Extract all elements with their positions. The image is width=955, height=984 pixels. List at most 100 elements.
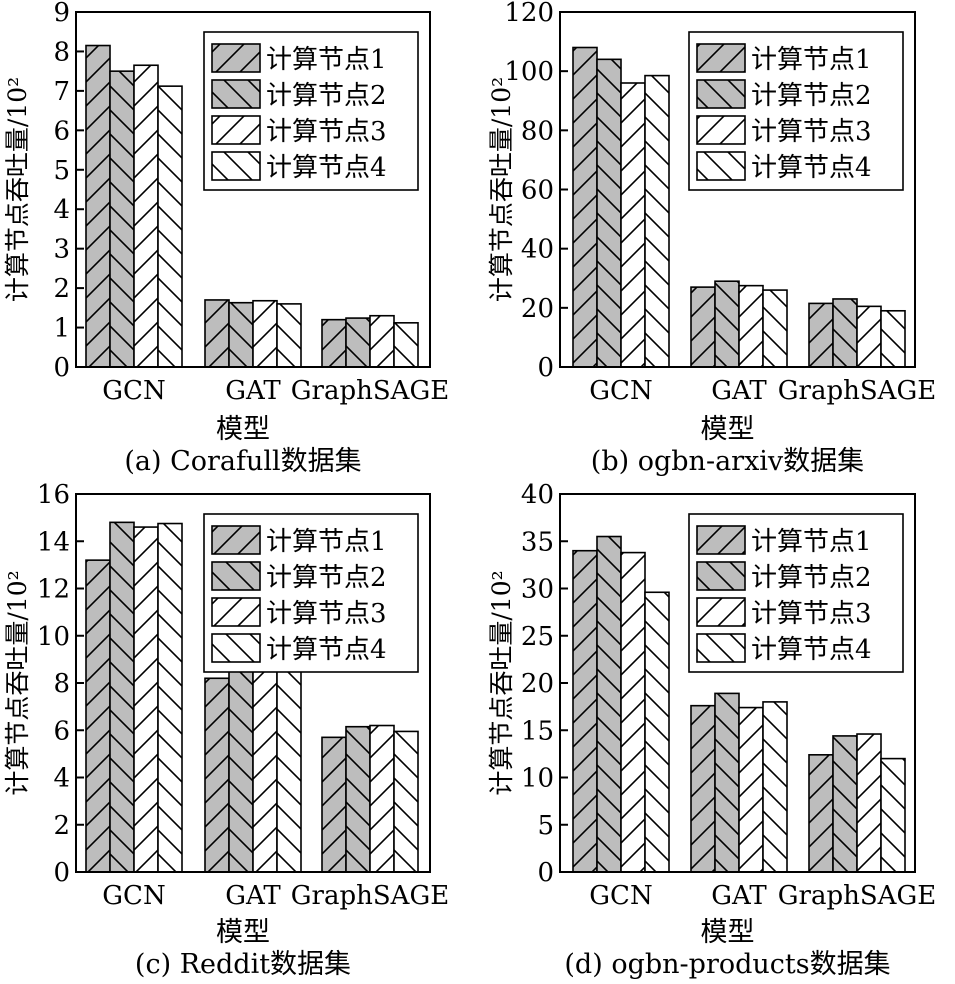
y-tick-label: 30 [521,575,554,605]
legend-swatch-node1 [696,43,746,73]
y-tick-label: 12 [37,575,70,605]
x-tick-label: GCN [589,376,652,406]
x-axis-label: 模型 [216,917,270,948]
bar-gcn-node4 [644,74,670,368]
bar-gat-node3 [738,706,764,873]
y-tick-label: 7 [53,77,70,107]
bar-graphsage-node4 [393,730,419,873]
legend-label-node4: 计算节点4 [751,635,872,665]
bar-graphsage-node1 [321,736,347,873]
bar-graphsage-node1 [321,318,347,368]
y-tick-label: 2 [53,811,70,841]
y-tick-label: 6 [53,716,70,746]
bar-gat-node1 [690,704,716,873]
bar-graphsage-node2 [345,317,371,368]
bar-gcn-node2 [109,521,135,873]
legend-label-node1: 计算节点1 [266,527,387,557]
y-tick-label: 8 [53,37,70,67]
bar-gat-node2 [228,301,254,368]
bar-gat-node2 [228,662,254,873]
legend-label-node2: 计算节点2 [751,81,872,111]
y-tick-label: 35 [521,527,554,557]
panel-caption: (d) ogbn-products数据集 [564,949,890,980]
chart-panel-4: 0 5 10 15 20 25 30 35 40 GCN GAT GraphSAGE 模型 计算节点吞吐量… [487,480,936,980]
y-tick-label: 20 [521,669,554,699]
panel-caption: (b) ogbn-arxiv数据集 [591,446,864,477]
y-tick-label: 40 [521,480,554,510]
x-tick-label: GCN [589,881,652,911]
legend: 计算节点1 计算节点2 计算节点3 计算节点4 [688,31,904,191]
y-tick-label: 100 [504,57,554,87]
legend-swatch-node2 [211,561,261,591]
x-tick-label: GraphSAGE [291,376,449,406]
bar-gat-node1 [204,299,230,368]
legend: 计算节点1 计算节点2 计算节点3 计算节点4 [203,513,419,673]
bar-gcn-node1 [572,46,598,368]
legend-label-node1: 计算节点1 [751,45,872,75]
legend-label-node3: 计算节点3 [751,599,872,629]
bar-graphsage-node4 [880,757,906,873]
bar-gat-node3 [252,665,278,873]
y-tick-label: 10 [521,764,554,794]
bar-gcn-node4 [157,85,183,368]
bar-gcn-node4 [644,591,670,873]
legend-swatch-node2 [211,79,261,109]
bar-gat-node2 [714,280,740,368]
bar-gat-node4 [762,701,788,873]
legend: 计算节点1 计算节点2 计算节点3 计算节点4 [688,513,904,673]
legend-label-node1: 计算节点1 [751,527,872,557]
bar-gcn-node1 [572,549,598,873]
bar-gcn-node2 [109,70,135,368]
x-tick-label: GraphSAGE [778,881,936,911]
panel-caption: (c) Reddit数据集 [135,949,351,980]
y-tick-label: 0 [537,858,554,888]
bar-graphsage-node1 [808,754,834,873]
y-axis-label: 计算节点吞吐量/10² [487,570,516,795]
y-tick-label: 14 [37,527,70,557]
x-tick-label: GAT [711,376,767,406]
y-axis-label: 计算节点吞吐量/10² [487,77,516,302]
bar-graphsage-node3 [856,733,882,873]
bar-gcn-node1 [85,44,111,368]
bar-graphsage-node2 [345,725,371,873]
x-tick-label: GCN [102,881,165,911]
y-tick-label: 1 [53,314,70,344]
bar-gcn-node2 [596,535,622,873]
bar-graphsage-node4 [880,309,906,368]
chart-panel-1: 0 1 2 3 4 5 6 7 8 9 GCN GAT GraphSAGE 模型 计算节点吞吐量/10² (a… [3,0,449,477]
y-tick-label: 0 [53,353,70,383]
legend-swatch-node4 [211,151,261,181]
y-tick-label: 4 [53,764,70,794]
x-axis-label: 模型 [216,414,270,445]
bar-graphsage-node4 [393,322,419,368]
y-tick-label: 0 [53,858,70,888]
bar-gcn-node3 [620,82,646,368]
legend-swatch-node4 [696,633,746,663]
bar-gcn-node4 [157,522,183,873]
bar-graphsage-node3 [369,314,395,368]
y-axis-label: 计算节点吞吐量/10² [3,77,32,302]
bar-graphsage-node1 [808,302,834,368]
y-tick-label: 8 [53,669,70,699]
y-tick-label: 25 [521,622,554,652]
bar-gat-node4 [276,303,302,368]
legend-label-node2: 计算节点2 [751,563,872,593]
y-tick-label: 120 [504,0,554,28]
bar-gat-node1 [690,286,716,368]
bar-gcn-node2 [596,58,622,368]
y-tick-label: 4 [53,195,70,225]
legend-swatch-node3 [696,115,746,145]
bar-gat-node1 [204,677,230,873]
chart-panel-2: 0 20 40 60 80 100 120 GCN GAT GraphSAGE 模型 计算节点吞吐量/… [487,0,936,477]
bar-gat-node4 [762,289,788,368]
x-axis-label: 模型 [701,917,755,948]
legend-swatch-node2 [696,79,746,109]
bar-gat-node3 [738,284,764,368]
legend-label-node1: 计算节点1 [266,45,387,75]
legend-label-node4: 计算节点4 [751,153,872,183]
legend-label-node2: 计算节点2 [266,563,387,593]
y-tick-label: 10 [37,622,70,652]
legend-label-node4: 计算节点4 [266,153,387,183]
y-tick-label: 2 [53,274,70,304]
